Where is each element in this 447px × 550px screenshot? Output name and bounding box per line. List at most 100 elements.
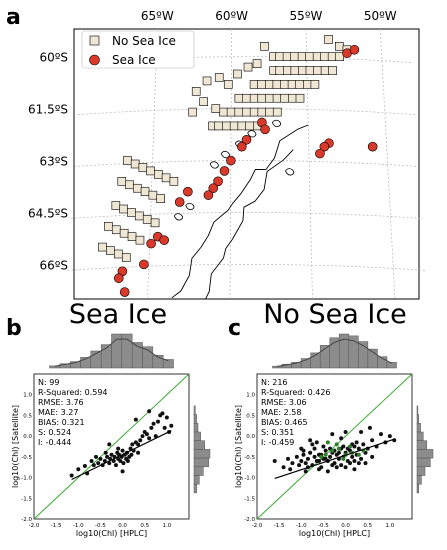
data-point: [281, 465, 286, 470]
no-sea-ice-marker: [272, 93, 282, 103]
no-sea-ice-marker: [229, 121, 239, 131]
right-histogram-bar: [193, 449, 211, 459]
stat-line: BIAS: 0.465: [261, 418, 308, 427]
no-sea-ice-marker: [295, 80, 304, 89]
meridian-line: [229, 28, 232, 300]
no-sea-ice-marker: [298, 66, 307, 75]
x-tick-label: -2.0: [29, 523, 40, 529]
sea-ice-marker: [174, 197, 185, 207]
no-sea-ice-marker: [260, 42, 269, 51]
no-sea-ice-marker: [222, 121, 231, 131]
longitude-label: 65ºW: [141, 9, 174, 23]
no-sea-ice-marker: [243, 62, 253, 72]
no-sea-ice-marker: [233, 69, 242, 79]
data-point: [156, 419, 160, 424]
data-point: [91, 463, 96, 468]
data-point: [102, 459, 107, 463]
coastline-inner: [205, 149, 294, 300]
x-tick-label: 0.0: [341, 523, 350, 529]
right-histogram-bar: [416, 423, 421, 433]
no-sea-ice-marker: [140, 187, 150, 196]
panel-letter-a: a: [6, 5, 21, 30]
no-sea-ice-marker: [305, 52, 314, 61]
sea-ice-marker: [226, 155, 236, 166]
no-sea-ice-marker: [249, 107, 259, 117]
no-sea-ice-marker: [117, 177, 127, 186]
one-to-one-line: [256, 373, 413, 520]
no-sea-ice-marker: [135, 211, 144, 221]
data-point: [272, 459, 277, 463]
data-point: [308, 438, 313, 443]
right-histogram-bar: [193, 431, 201, 441]
no-sea-ice-marker: [280, 80, 289, 89]
data-point: [116, 446, 121, 451]
y-tick-label: 0.5: [246, 413, 255, 419]
latitude-label: 63ºS: [39, 155, 68, 169]
data-point: [361, 442, 366, 447]
data-point: [113, 463, 118, 468]
no-sea-ice-marker: [202, 76, 212, 86]
right-histogram-bar: [193, 457, 209, 468]
panel-c-title: No Sea Ice: [263, 299, 407, 330]
no-sea-ice-marker: [272, 80, 282, 89]
no-sea-ice-marker: [265, 93, 274, 103]
island-outline: [209, 161, 219, 169]
y-tick-label: 0.0: [23, 434, 32, 440]
no-sea-ice-marker: [111, 201, 121, 210]
legend-label-sea-ice: Sea Ice: [112, 53, 156, 67]
data-point: [130, 442, 135, 447]
no-sea-ice-marker: [125, 180, 134, 190]
stat-line: N: 216: [261, 378, 288, 387]
data-point: [303, 469, 308, 474]
data-point: [151, 421, 156, 426]
no-sea-ice-marker: [211, 104, 221, 113]
no-sea-ice-marker: [282, 52, 292, 61]
map-points: [98, 35, 378, 297]
data-point: [76, 467, 81, 472]
data-point: [133, 417, 138, 422]
data-point: [367, 425, 372, 430]
no-sea-ice-marker: [161, 173, 171, 183]
data-point: [164, 415, 169, 420]
no-sea-ice-marker: [257, 80, 266, 89]
no-sea-ice-marker: [123, 156, 132, 165]
right-histogram-bar: [416, 405, 419, 415]
data-point: [290, 461, 295, 466]
x-tick-label: -2.0: [252, 523, 263, 529]
right-histogram-bar: [193, 423, 199, 433]
no-sea-ice-marker: [154, 170, 163, 179]
data-point: [336, 450, 341, 455]
data-point: [103, 450, 108, 455]
data-point: [94, 454, 98, 459]
y-tick-label: -1.5: [21, 496, 32, 502]
no-sea-ice-marker: [290, 52, 299, 61]
no-sea-ice-marker: [288, 93, 297, 103]
data-point: [299, 459, 304, 463]
right-histogram-bar: [416, 457, 431, 468]
data-point: [392, 438, 397, 443]
sea-ice-marker: [119, 287, 130, 297]
no-sea-ice-marker: [302, 80, 312, 89]
no-sea-ice-marker: [188, 107, 198, 117]
no-sea-ice-marker: [275, 66, 285, 75]
no-sea-ice-marker: [249, 93, 259, 103]
no-sea-ice-marker: [142, 215, 152, 224]
stat-line: S: 0.351: [261, 428, 294, 437]
parallel-line: [81, 56, 412, 64]
no-sea-ice-marker: [287, 80, 297, 89]
no-sea-ice-marker: [275, 52, 284, 61]
right-histogram-bar: [416, 449, 434, 459]
latitude-label: 60ºS: [39, 51, 68, 65]
data-point: [109, 452, 114, 457]
sea-ice-marker: [139, 259, 149, 270]
data-point: [105, 454, 110, 459]
y-tick-label: 1.0: [23, 393, 32, 399]
data-point: [305, 456, 310, 461]
coastline-outer: [171, 124, 309, 299]
map-legend: No Sea Ice Sea Ice: [81, 30, 195, 69]
stat-line: MAE: 3.27: [38, 408, 78, 417]
x-tick-label: 0.5: [140, 523, 149, 529]
x-tick-label: 1.0: [162, 523, 171, 529]
no-sea-ice-marker: [150, 218, 160, 228]
